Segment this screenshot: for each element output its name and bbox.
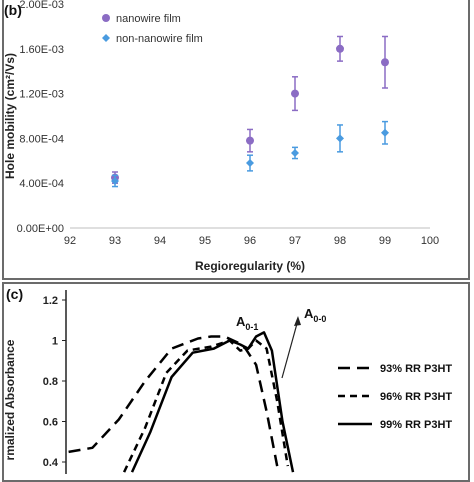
legend-marker xyxy=(102,14,110,22)
y-tick-label: 0.00E+00 xyxy=(17,223,64,235)
data-point xyxy=(336,134,344,143)
legend-label: 99% RR P3HT xyxy=(380,419,452,431)
absorbance-chart: 1.2 1 0.8 0.6 0.4 rmalized Absorbance A0-1 A0-0… xyxy=(3,290,452,474)
y-tick-label: 1.2 xyxy=(43,295,58,307)
annotation-a01: A0-1 xyxy=(236,314,258,332)
annotation-arrowhead xyxy=(294,316,301,326)
x-tick-label: 95 xyxy=(199,235,211,247)
legend-label: non-nanowire film xyxy=(116,33,203,45)
x-tick-label: 98 xyxy=(334,235,346,247)
y-tick-label: 1.60E-03 xyxy=(19,44,64,56)
data-point xyxy=(336,44,344,53)
panel-b-label: (b) xyxy=(4,2,22,18)
spectrum-line xyxy=(68,335,279,467)
annotation-a00: A0-0 xyxy=(304,306,326,324)
data-point xyxy=(111,176,119,185)
y-tick-label: 0.8 xyxy=(43,376,58,388)
data-point xyxy=(381,58,389,67)
legend-label: nanowire film xyxy=(116,13,181,25)
panel-c-label: (c) xyxy=(6,286,24,302)
x-tick-label: 97 xyxy=(289,235,301,247)
x-axis-title: Regioregularity (%) xyxy=(195,259,305,273)
panel-c: (c) 1.2 1 0.8 0.6 0.4 rmalized Absorbance A0-1… xyxy=(0,282,474,482)
y-tick-label: 8.00E-04 xyxy=(19,133,64,145)
y-axis-title: rmalized Absorbance xyxy=(3,339,17,460)
data-point xyxy=(291,89,299,98)
spectrum-line xyxy=(122,339,290,473)
legend-label: 96% RR P3HT xyxy=(380,391,452,403)
panel-b: (b) 92 93 94 95 96 97 98 99 100 0.00E+00 4.00E-04 8… xyxy=(2,0,470,280)
annotation-arrow xyxy=(281,319,299,379)
x-tick-label: 100 xyxy=(421,235,439,247)
spectrum-line xyxy=(130,331,295,473)
y-tick-label: 0.4 xyxy=(43,457,59,469)
mobility-chart: 92 93 94 95 96 97 98 99 100 0.00E+00 4.00E-04 8.00E… xyxy=(3,0,439,273)
x-tick-label: 93 xyxy=(109,235,121,247)
data-point xyxy=(381,128,389,137)
legend-label: 93% RR P3HT xyxy=(380,363,452,375)
legend-marker xyxy=(102,34,110,42)
y-axis-title: Hole mobility (cm²/Vs) xyxy=(3,53,17,179)
x-tick-label: 99 xyxy=(379,235,391,247)
y-tick-label: 2.00E-03 xyxy=(19,0,64,11)
y-tick-label: 4.00E-04 xyxy=(19,178,64,190)
x-tick-label: 96 xyxy=(244,235,256,247)
data-point xyxy=(291,148,299,157)
x-tick-label: 92 xyxy=(64,235,76,247)
y-tick-label: 0.6 xyxy=(43,417,58,429)
data-point xyxy=(246,136,254,145)
x-tick-label: 94 xyxy=(154,235,166,247)
y-tick-label: 1.20E-03 xyxy=(19,89,64,101)
panel-b-frame xyxy=(2,0,470,280)
data-point xyxy=(246,159,254,168)
y-tick-label: 1 xyxy=(52,336,58,348)
